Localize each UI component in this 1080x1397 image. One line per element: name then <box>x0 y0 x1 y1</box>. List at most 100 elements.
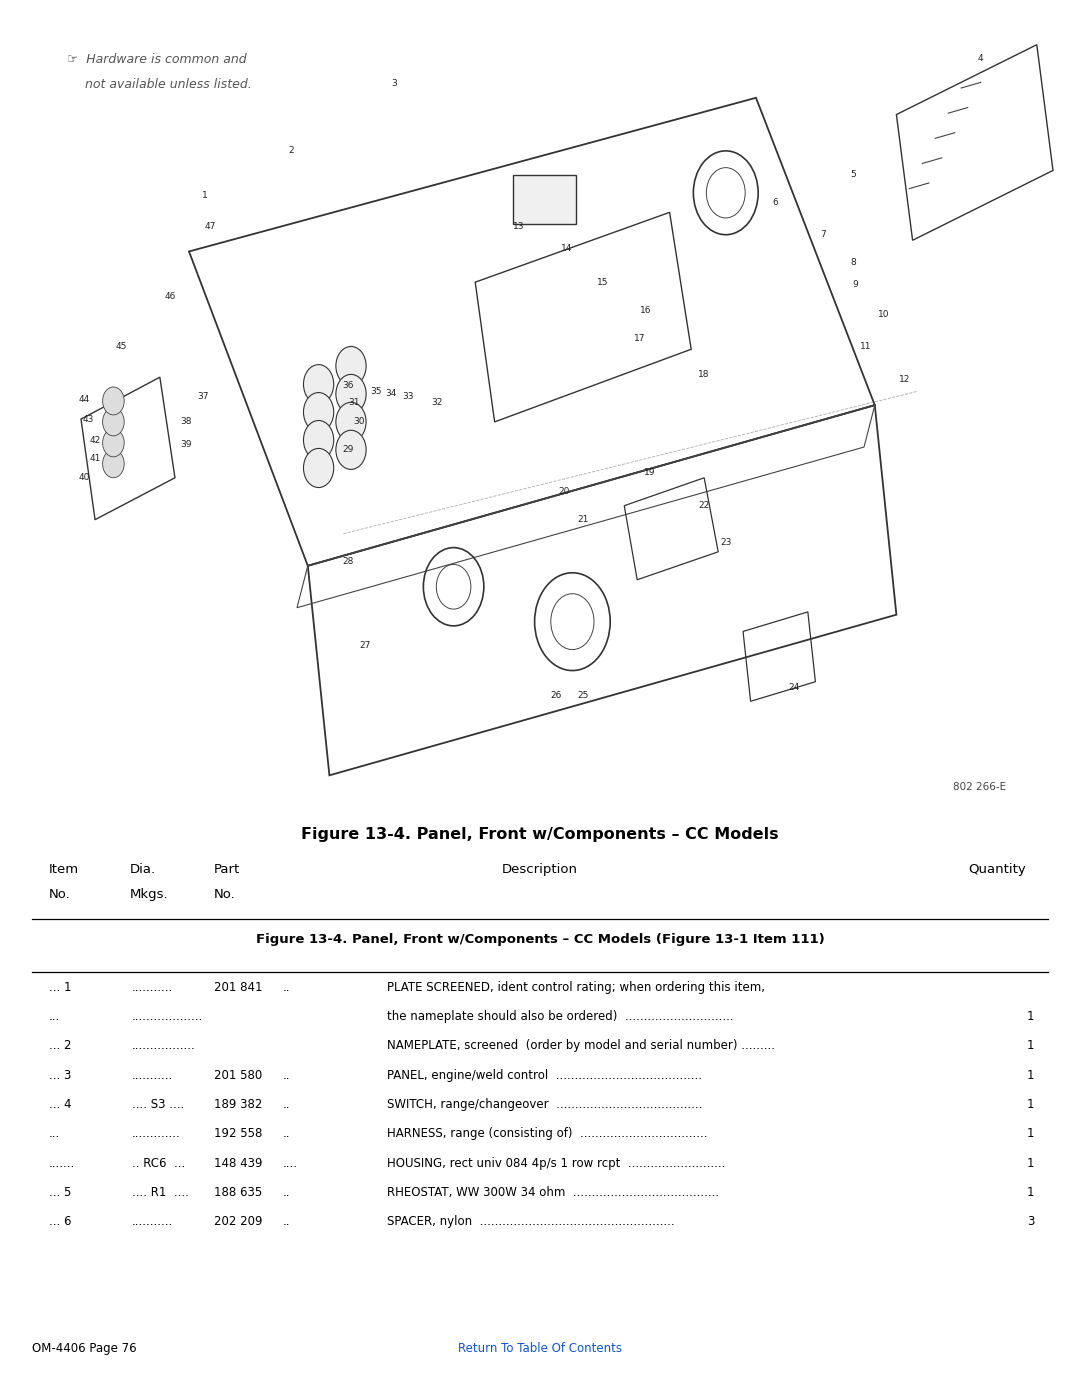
Text: Item: Item <box>49 863 79 876</box>
Text: 1: 1 <box>1027 1157 1035 1169</box>
Text: 16: 16 <box>640 306 651 314</box>
Text: 35: 35 <box>370 387 381 395</box>
Text: Mkgs.: Mkgs. <box>130 888 168 901</box>
Text: the nameplate should also be ordered)  .............................: the nameplate should also be ordered) ..… <box>387 1010 733 1023</box>
Text: 28: 28 <box>342 557 353 566</box>
Text: 27: 27 <box>360 641 370 650</box>
Text: NAMEPLATE, screened  (order by model and serial number) .........: NAMEPLATE, screened (order by model and … <box>387 1039 774 1052</box>
Text: HARNESS, range (consisting of)  ..................................: HARNESS, range (consisting of) .........… <box>387 1127 707 1140</box>
Text: .. RC6  ...: .. RC6 ... <box>132 1157 185 1169</box>
Text: 26: 26 <box>551 692 562 700</box>
Text: 202 209: 202 209 <box>214 1215 262 1228</box>
Text: .... S3 ....: .... S3 .... <box>132 1098 184 1111</box>
Text: Figure 13-4. Panel, Front w/Components – CC Models: Figure 13-4. Panel, Front w/Components –… <box>301 827 779 842</box>
Text: 32: 32 <box>432 398 443 407</box>
Text: HOUSING, rect univ 084 4p/s 1 row rcpt  ..........................: HOUSING, rect univ 084 4p/s 1 row rcpt .… <box>387 1157 725 1169</box>
Text: ..: .. <box>283 1098 291 1111</box>
Text: .... R1  ....: .... R1 .... <box>132 1186 189 1199</box>
Text: .......: ....... <box>49 1157 75 1169</box>
Text: ☞  Hardware is common and: ☞ Hardware is common and <box>67 53 246 66</box>
Text: ... 6: ... 6 <box>49 1215 71 1228</box>
Text: ...: ... <box>49 1127 59 1140</box>
Text: 1: 1 <box>1027 1010 1035 1023</box>
Text: 9: 9 <box>852 281 859 289</box>
Text: 148 439: 148 439 <box>214 1157 262 1169</box>
Circle shape <box>103 387 124 415</box>
Text: RHEOSTAT, WW 300W 34 ohm  .......................................: RHEOSTAT, WW 300W 34 ohm ...............… <box>387 1186 719 1199</box>
Text: Description: Description <box>502 863 578 876</box>
Text: 41: 41 <box>90 454 100 462</box>
Text: 7: 7 <box>820 231 826 239</box>
Text: 11: 11 <box>861 342 872 351</box>
Text: 36: 36 <box>342 381 353 390</box>
Text: 45: 45 <box>116 342 126 351</box>
Text: 20: 20 <box>558 488 569 496</box>
Text: PLATE SCREENED, ident control rating; when ordering this item,: PLATE SCREENED, ident control rating; wh… <box>387 981 765 993</box>
Circle shape <box>103 408 124 436</box>
Text: 1: 1 <box>1027 1069 1035 1081</box>
Text: 201 580: 201 580 <box>214 1069 262 1081</box>
Circle shape <box>336 374 366 414</box>
Text: 21: 21 <box>578 515 589 524</box>
Text: ...: ... <box>49 1010 59 1023</box>
Text: ...................: ................... <box>132 1010 203 1023</box>
Text: ..: .. <box>283 1186 291 1199</box>
Text: Figure 13-4. Panel, Front w/Components – CC Models (Figure 13-1 Item 111): Figure 13-4. Panel, Front w/Components –… <box>256 933 824 946</box>
Text: 30: 30 <box>353 418 364 426</box>
Text: ..: .. <box>283 1127 291 1140</box>
Text: Part: Part <box>214 863 240 876</box>
Text: 38: 38 <box>180 418 191 426</box>
Text: PANEL, engine/weld control  .......................................: PANEL, engine/weld control .............… <box>387 1069 702 1081</box>
Text: 14: 14 <box>562 244 572 253</box>
Text: 23: 23 <box>720 538 731 546</box>
Text: Return To Table Of Contents: Return To Table Of Contents <box>458 1343 622 1355</box>
Text: 22: 22 <box>699 502 710 510</box>
Text: 1: 1 <box>1027 1098 1035 1111</box>
Text: 43: 43 <box>83 415 94 423</box>
Text: 8: 8 <box>850 258 856 267</box>
Text: ....: .... <box>283 1157 298 1169</box>
Text: 33: 33 <box>403 393 414 401</box>
Circle shape <box>303 420 334 460</box>
Text: 31: 31 <box>349 398 360 407</box>
Text: 44: 44 <box>79 395 90 404</box>
Text: SPACER, nylon  ....................................................: SPACER, nylon ..........................… <box>387 1215 674 1228</box>
Text: 2: 2 <box>288 147 295 155</box>
Text: 802 266-E: 802 266-E <box>953 782 1005 792</box>
Text: ..: .. <box>283 981 291 993</box>
Text: 47: 47 <box>205 222 216 231</box>
Text: 24: 24 <box>788 683 799 692</box>
Text: ... 3: ... 3 <box>49 1069 71 1081</box>
Text: ... 1: ... 1 <box>49 981 71 993</box>
Text: 17: 17 <box>634 334 645 342</box>
Text: 25: 25 <box>578 692 589 700</box>
Text: 1: 1 <box>202 191 208 200</box>
Text: .................: ................. <box>132 1039 195 1052</box>
Text: SWITCH, range/changeover  .......................................: SWITCH, range/changeover ...............… <box>387 1098 702 1111</box>
Text: Quantity: Quantity <box>969 863 1026 876</box>
Circle shape <box>103 450 124 478</box>
Text: 1: 1 <box>1027 1127 1035 1140</box>
Text: ... 5: ... 5 <box>49 1186 71 1199</box>
Text: 1: 1 <box>1027 1186 1035 1199</box>
Circle shape <box>336 402 366 441</box>
Circle shape <box>303 393 334 432</box>
Text: 192 558: 192 558 <box>214 1127 262 1140</box>
Text: Dia.: Dia. <box>130 863 156 876</box>
FancyBboxPatch shape <box>513 175 576 224</box>
Circle shape <box>336 346 366 386</box>
Text: No.: No. <box>49 888 70 901</box>
Text: 10: 10 <box>878 310 889 319</box>
Text: 42: 42 <box>90 436 100 444</box>
Text: 13: 13 <box>513 222 524 231</box>
Text: 19: 19 <box>645 468 656 476</box>
Text: ...........: ........... <box>132 1215 173 1228</box>
Text: .............: ............. <box>132 1127 180 1140</box>
Circle shape <box>103 429 124 457</box>
Text: 18: 18 <box>699 370 710 379</box>
Text: ... 2: ... 2 <box>49 1039 71 1052</box>
Text: 3: 3 <box>391 80 397 88</box>
Text: 34: 34 <box>386 390 396 398</box>
Text: 39: 39 <box>180 440 191 448</box>
Text: OM-4406 Page 76: OM-4406 Page 76 <box>32 1343 137 1355</box>
